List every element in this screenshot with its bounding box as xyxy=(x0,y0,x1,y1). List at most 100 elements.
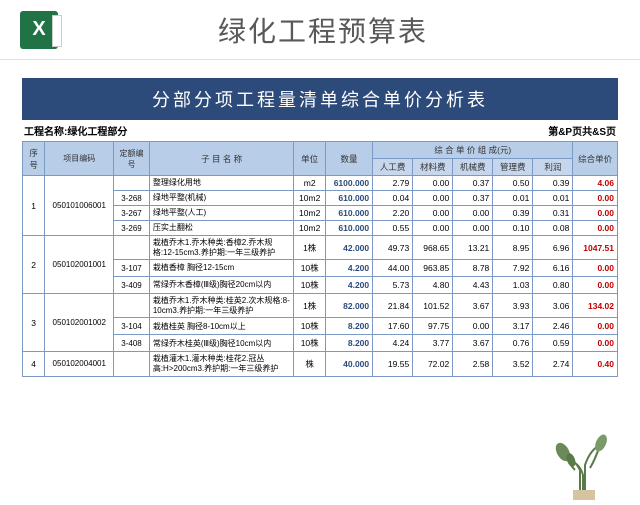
cell: 0.04 xyxy=(373,191,413,206)
cell: 21.84 xyxy=(373,294,413,318)
cell: 株 xyxy=(294,352,325,376)
cell: 968.65 xyxy=(413,236,453,260)
cell: 610.000 xyxy=(325,206,372,221)
cell: 0.00 xyxy=(413,206,453,221)
cell: 0.40 xyxy=(573,352,618,376)
cell: 0.55 xyxy=(373,221,413,236)
th-mach: 机械费 xyxy=(453,159,493,176)
cell: 0.00 xyxy=(453,318,493,335)
th-qty: 数量 xyxy=(325,142,372,176)
cell: 97.75 xyxy=(413,318,453,335)
project-name: 工程名称:绿化工程部分 xyxy=(24,123,127,138)
cell-seq: 1 xyxy=(23,176,45,236)
cell: 963.85 xyxy=(413,260,453,277)
th-mgmt: 管理费 xyxy=(493,159,533,176)
table-row: 4050102004001栽植灌木1.灌木种类:桂花2.冠丛高:H>200cm3… xyxy=(23,352,618,376)
plant-decoration xyxy=(545,430,625,500)
budget-table: 序号 项目编码 定额编号 子 目 名 称 单位 数量 综 合 单 价 组 成(元… xyxy=(22,141,618,377)
cell: 3.67 xyxy=(453,335,493,352)
cell: 1株 xyxy=(294,236,325,260)
cell: 10株 xyxy=(294,335,325,352)
cell: 0.80 xyxy=(533,277,573,294)
cell: 6.96 xyxy=(533,236,573,260)
cell: 5.73 xyxy=(373,277,413,294)
banner-title: 分部分项工程量清单综合单价分析表 xyxy=(22,78,618,120)
cell: 49.73 xyxy=(373,236,413,260)
cell-seq: 2 xyxy=(23,236,45,294)
cell: 4.43 xyxy=(453,277,493,294)
cell: 10株 xyxy=(294,260,325,277)
cell: 4.24 xyxy=(373,335,413,352)
cell: 0.59 xyxy=(533,335,573,352)
cell: 0.37 xyxy=(453,191,493,206)
cell: 10株 xyxy=(294,277,325,294)
cell: 0.00 xyxy=(413,191,453,206)
cell: 3.67 xyxy=(453,294,493,318)
cell: 17.60 xyxy=(373,318,413,335)
cell: 3-267 xyxy=(114,206,150,221)
th-proj: 项目编码 xyxy=(45,142,114,176)
cell: 610.000 xyxy=(325,191,372,206)
cell: 19.55 xyxy=(373,352,413,376)
cell: 134.02 xyxy=(573,294,618,318)
cell xyxy=(114,294,150,318)
cell: 栽植乔木1.乔木种类:香樟2.乔木规格:12-15cm3.养护期:一年三级养护 xyxy=(149,236,294,260)
cell: 3-107 xyxy=(114,260,150,277)
cell: 0.00 xyxy=(573,277,618,294)
cell-seq: 4 xyxy=(23,352,45,376)
cell: 0.39 xyxy=(533,176,573,191)
cell-proj: 050102001001 xyxy=(45,236,114,294)
cell-proj: 050102004001 xyxy=(45,352,114,376)
cell: 40.000 xyxy=(325,352,372,376)
cell: 101.52 xyxy=(413,294,453,318)
cell: 1047.51 xyxy=(573,236,618,260)
th-name: 子 目 名 称 xyxy=(149,142,294,176)
cell: 0.00 xyxy=(413,176,453,191)
cell: 10m2 xyxy=(294,221,325,236)
cell: 8.95 xyxy=(493,236,533,260)
cell: 10m2 xyxy=(294,191,325,206)
cell: 0.08 xyxy=(533,221,573,236)
cell: 2.58 xyxy=(453,352,493,376)
cell: 3.52 xyxy=(493,352,533,376)
cell: 栽植香樟 胸径12-15cm xyxy=(149,260,294,277)
th-labor: 人工费 xyxy=(373,159,413,176)
cell: 0.76 xyxy=(493,335,533,352)
cell: 2.20 xyxy=(373,206,413,221)
cell: 0.50 xyxy=(493,176,533,191)
cell: 2.79 xyxy=(373,176,413,191)
cell: 0.39 xyxy=(493,206,533,221)
cell: 8.200 xyxy=(325,335,372,352)
cell: 3-409 xyxy=(114,277,150,294)
excel-icon xyxy=(20,11,58,49)
cell: 72.02 xyxy=(413,352,453,376)
cell: 常绿乔木香樟(Ⅲ级)胸径20cm以内 xyxy=(149,277,294,294)
page-title: 绿化工程预算表 xyxy=(218,10,428,50)
cell: 整理绿化用地 xyxy=(149,176,294,191)
cell: 7.92 xyxy=(493,260,533,277)
th-profit: 利润 xyxy=(533,159,573,176)
cell-seq: 3 xyxy=(23,294,45,352)
cell: 0.31 xyxy=(533,206,573,221)
table-row: 2050102001001栽植乔木1.乔木种类:香樟2.乔木规格:12-15cm… xyxy=(23,236,618,260)
cell xyxy=(114,352,150,376)
cell: 6100.000 xyxy=(325,176,372,191)
cell: 2.46 xyxy=(533,318,573,335)
cell: 3.06 xyxy=(533,294,573,318)
cell: 3-408 xyxy=(114,335,150,352)
cell: 常绿乔木桂英(Ⅲ级)胸径10cm以内 xyxy=(149,335,294,352)
table-row: 3050102001002栽植乔木1.乔木种类:桂英2.次木规格:8-10cm3… xyxy=(23,294,618,318)
cell: 0.00 xyxy=(573,206,618,221)
cell: 4.06 xyxy=(573,176,618,191)
cell: 610.000 xyxy=(325,221,372,236)
cell: 44.00 xyxy=(373,260,413,277)
cell: 0.10 xyxy=(493,221,533,236)
cell: 0.01 xyxy=(493,191,533,206)
cell: 10株 xyxy=(294,318,325,335)
cell: m2 xyxy=(294,176,325,191)
cell: 栽植乔木1.乔木种类:桂英2.次木规格:8-10cm3.养护期:一年三级养护 xyxy=(149,294,294,318)
page-info: 第&P页共&S页 xyxy=(548,123,616,138)
cell: 4.200 xyxy=(325,277,372,294)
cell: 2.74 xyxy=(533,352,573,376)
cell: 4.200 xyxy=(325,260,372,277)
